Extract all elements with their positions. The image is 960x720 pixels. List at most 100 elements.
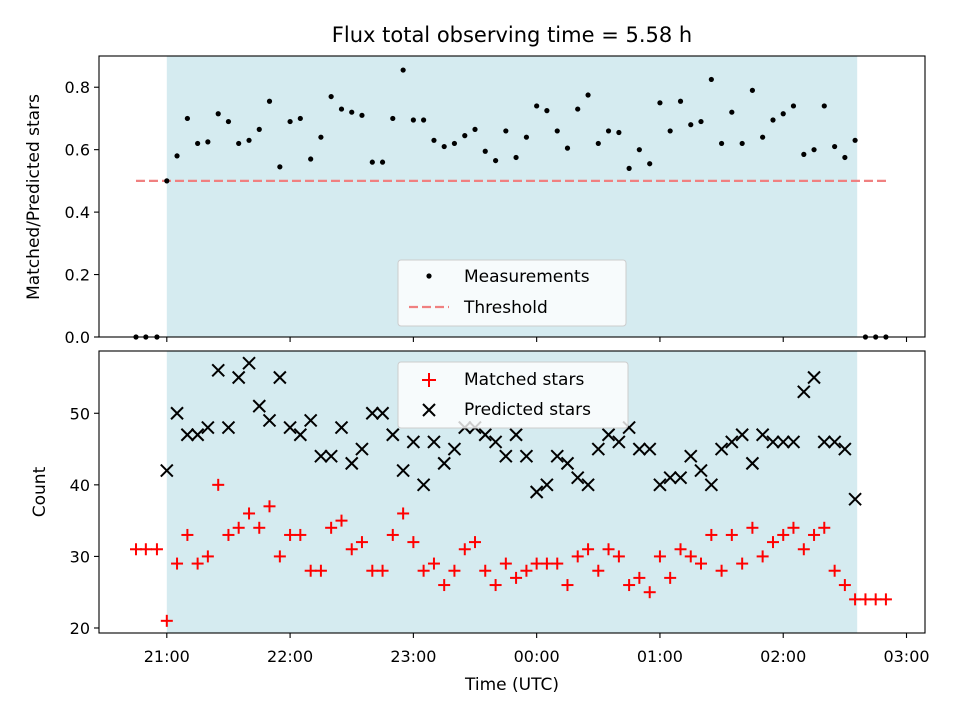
matched-star-point: [314, 564, 327, 577]
predicted-star-point: [673, 470, 688, 485]
x-tick-label: 01:00: [637, 647, 683, 666]
matched-star-point: [489, 579, 502, 592]
matched-star-point: [571, 550, 584, 563]
predicted-star-point: [827, 435, 842, 449]
measurement-point: [472, 126, 478, 132]
measurement-point: [595, 140, 601, 147]
predicted-star-point: [694, 463, 708, 478]
matched-star-point: [222, 528, 235, 541]
matched-star-point: [304, 564, 317, 577]
legend-matched-marker: [422, 373, 436, 387]
predicted-star-point: [766, 435, 780, 449]
y-tick-label: 0.0: [65, 328, 90, 347]
predicted-star-point: [160, 463, 174, 478]
measurement-point: [462, 133, 468, 139]
predicted-star-point: [334, 420, 349, 435]
x-axis-label: Time (UTC): [464, 675, 559, 695]
measurement-point: [811, 147, 817, 153]
predicted-star-point: [560, 456, 575, 471]
matched-star-point: [150, 543, 163, 556]
predicted-star-point: [838, 442, 852, 456]
measurement-point: [174, 153, 180, 159]
predicted-star-point: [632, 442, 647, 456]
matched-star-point: [139, 543, 152, 556]
measurement-point: [451, 140, 458, 147]
measurement-point: [770, 117, 776, 123]
matched-star-point: [294, 528, 307, 541]
predicted-star-point: [324, 449, 338, 463]
measurement-point: [739, 140, 745, 147]
matched-star-point: [407, 536, 420, 549]
matched-star-point: [284, 528, 297, 541]
predicted-star-point: [283, 420, 297, 435]
x-tick-label: 00:00: [514, 647, 560, 666]
predicted-star-point: [529, 485, 544, 499]
predicted-star-point: [653, 478, 667, 492]
matched-star-point: [746, 521, 759, 534]
matched-star-point: [705, 528, 718, 541]
matched-star-point: [232, 521, 245, 534]
predicted-star-point: [262, 413, 277, 428]
measurement-point: [564, 145, 571, 151]
predicted-star-point: [447, 442, 462, 456]
measurement-point: [318, 134, 324, 140]
legend-measurements-marker: [426, 273, 432, 279]
predicted-star-point: [745, 456, 760, 471]
predicted-star-point: [581, 478, 595, 492]
y-tick-label: 0.4: [65, 203, 90, 222]
top-plot-frame: [98, 55, 926, 338]
measurement-point: [780, 111, 786, 117]
legend-predicted-label: Predicted stars: [464, 400, 591, 420]
measurement-point: [575, 106, 581, 112]
predicted-star-point: [550, 449, 564, 463]
matched-star-point: [397, 507, 410, 520]
measurement-point: [698, 118, 704, 125]
matched-star-point: [469, 536, 482, 549]
measurement-point: [585, 92, 591, 98]
matched-star-point: [859, 593, 872, 606]
matched-star-point: [366, 564, 379, 577]
y-tick-label: 40: [70, 476, 90, 495]
measurement-point: [790, 103, 797, 109]
predicted-star-point: [252, 399, 266, 413]
measurement-point: [195, 140, 201, 147]
measurement-point: [205, 139, 211, 145]
measurement-point: [164, 178, 170, 184]
predicted-star-point: [807, 370, 821, 385]
measurement-point: [821, 103, 827, 109]
y-tick-label: 0.6: [65, 141, 90, 160]
x-tick-label: 02:00: [760, 647, 806, 666]
matched-stars-points: [129, 478, 892, 627]
matched-star-point: [448, 564, 461, 577]
matched-star-point: [427, 557, 440, 570]
matched-star-point: [171, 557, 184, 570]
predicted-star-point: [817, 435, 831, 449]
predicted-star-point: [488, 435, 503, 449]
measurement-point: [297, 115, 303, 122]
predicted-star-point: [355, 442, 369, 456]
measurement-point: [266, 98, 273, 104]
predicted-star-point: [499, 449, 513, 463]
measurement-point: [215, 111, 221, 117]
bottom-plot-frame: [98, 350, 926, 634]
matched-star-point: [551, 557, 564, 570]
matched-star-point: [643, 586, 656, 599]
chart-title: Flux total observing time = 5.58 h: [332, 23, 692, 47]
top-legend: Measurements Threshold: [397, 259, 627, 327]
predicted-star-point: [170, 406, 184, 420]
measurement-point: [729, 109, 735, 115]
measurement-point: [677, 98, 684, 104]
predicted-star-point: [519, 449, 534, 463]
matched-star-point: [725, 528, 738, 541]
predicted-star-point: [663, 470, 677, 485]
y-tick-label: 50: [70, 404, 90, 423]
predicted-star-point: [612, 435, 626, 449]
predicted-star-point: [406, 435, 421, 449]
matched-star-point: [808, 528, 821, 541]
top-measurement-points: [133, 67, 889, 340]
predicted-star-point: [704, 478, 719, 492]
measurement-point: [184, 115, 190, 122]
matched-star-point: [849, 593, 862, 606]
predicted-star-point: [242, 356, 256, 370]
